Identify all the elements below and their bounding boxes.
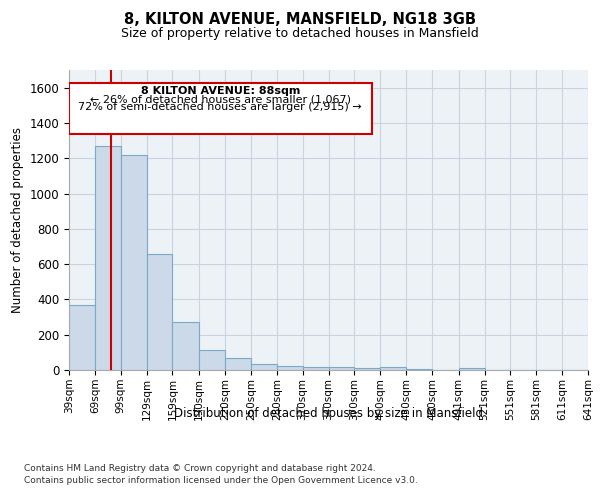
Bar bbox=[302, 368, 329, 370]
Bar bbox=[121, 154, 146, 370]
Bar bbox=[458, 368, 485, 370]
Bar bbox=[146, 254, 172, 370]
Bar bbox=[225, 358, 251, 370]
Text: 72% of semi-detached houses are larger (2,915) →: 72% of semi-detached houses are larger (… bbox=[79, 102, 362, 112]
Bar bbox=[277, 366, 302, 370]
Bar bbox=[172, 322, 199, 370]
Bar bbox=[406, 369, 432, 370]
Text: Distribution of detached houses by size in Mansfield: Distribution of detached houses by size … bbox=[175, 408, 484, 420]
Bar bbox=[380, 368, 406, 370]
Text: 8 KILTON AVENUE: 88sqm: 8 KILTON AVENUE: 88sqm bbox=[140, 86, 300, 97]
Text: Contains public sector information licensed under the Open Government Licence v3: Contains public sector information licen… bbox=[24, 476, 418, 485]
Bar bbox=[251, 364, 277, 370]
Y-axis label: Number of detached properties: Number of detached properties bbox=[11, 127, 24, 313]
Bar bbox=[199, 350, 225, 370]
Text: Size of property relative to detached houses in Mansfield: Size of property relative to detached ho… bbox=[121, 28, 479, 40]
Text: 8, KILTON AVENUE, MANSFIELD, NG18 3GB: 8, KILTON AVENUE, MANSFIELD, NG18 3GB bbox=[124, 12, 476, 28]
Bar bbox=[69, 304, 95, 370]
Bar bbox=[355, 368, 380, 370]
Bar bbox=[329, 368, 355, 370]
FancyBboxPatch shape bbox=[69, 83, 371, 134]
Text: Contains HM Land Registry data © Crown copyright and database right 2024.: Contains HM Land Registry data © Crown c… bbox=[24, 464, 376, 473]
Text: ← 26% of detached houses are smaller (1,067): ← 26% of detached houses are smaller (1,… bbox=[90, 94, 351, 104]
Bar bbox=[95, 146, 121, 370]
